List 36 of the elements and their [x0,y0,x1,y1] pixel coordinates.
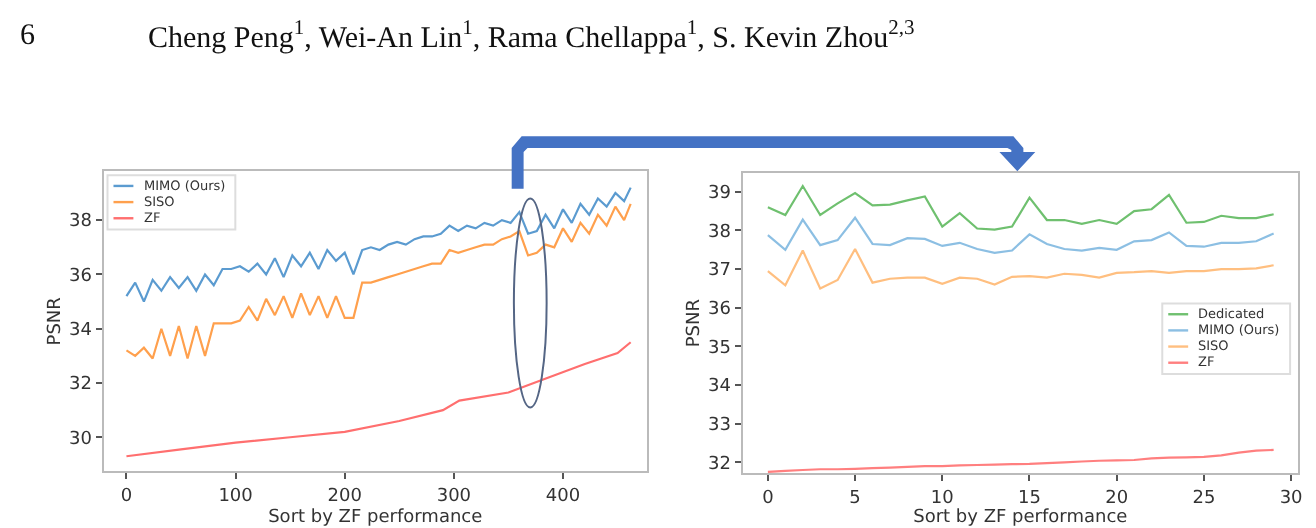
x-tick-label: 5 [849,488,861,509]
x-tick-label: 15 [1018,488,1041,509]
x-tick-label: 20 [1105,488,1129,509]
y-tick-label: 38 [69,212,93,233]
line-series [766,184,1275,231]
y-tick-label: 32 [69,375,92,396]
x-tick-label: 0 [120,486,133,507]
line-series [766,448,1275,474]
y-tick-label: 30 [69,429,93,450]
x-tick-label: 0 [762,488,775,509]
y-tick-label: 37 [708,261,731,282]
y-tick-label: 38 [708,222,732,243]
x-tick-label: 400 [545,486,581,507]
x-tick-label: 25 [1192,488,1216,509]
text: Cheng Peng$^{1}$, Wei-An Lin$^{1}$, Rama Chellappa$^{1}$, S. Kevin Zhou$^{2,3}$ [148,18,915,55]
text: 6 [20,20,36,52]
y-tick-label: 33 [708,415,731,436]
y-tick-label: 32 [708,454,731,475]
y-tick-label: 36 [708,300,732,321]
x-tick-label: 200 [327,486,363,507]
x-tick-label: 30 [1279,488,1304,509]
y-tick-label: 39 [708,184,732,205]
y-tick-label: 34 [708,377,732,398]
x-tick-label: 10 [930,488,955,509]
x-tick-label: 300 [436,486,472,507]
y-axis-title: PSNR [684,299,705,348]
y-tick-label: 34 [69,321,93,342]
x-tick-label: 100 [218,486,254,507]
line-series [766,216,1275,254]
y-axis-title: PSNR [45,297,66,346]
line-series [125,341,632,458]
x-axis-title: Sort by ZF performance [913,508,1129,528]
x-axis-title: Sort by ZF performance [268,508,484,528]
y-tick-label: 35 [708,338,731,359]
line-series [766,247,1275,290]
y-tick-label: 36 [69,266,93,287]
